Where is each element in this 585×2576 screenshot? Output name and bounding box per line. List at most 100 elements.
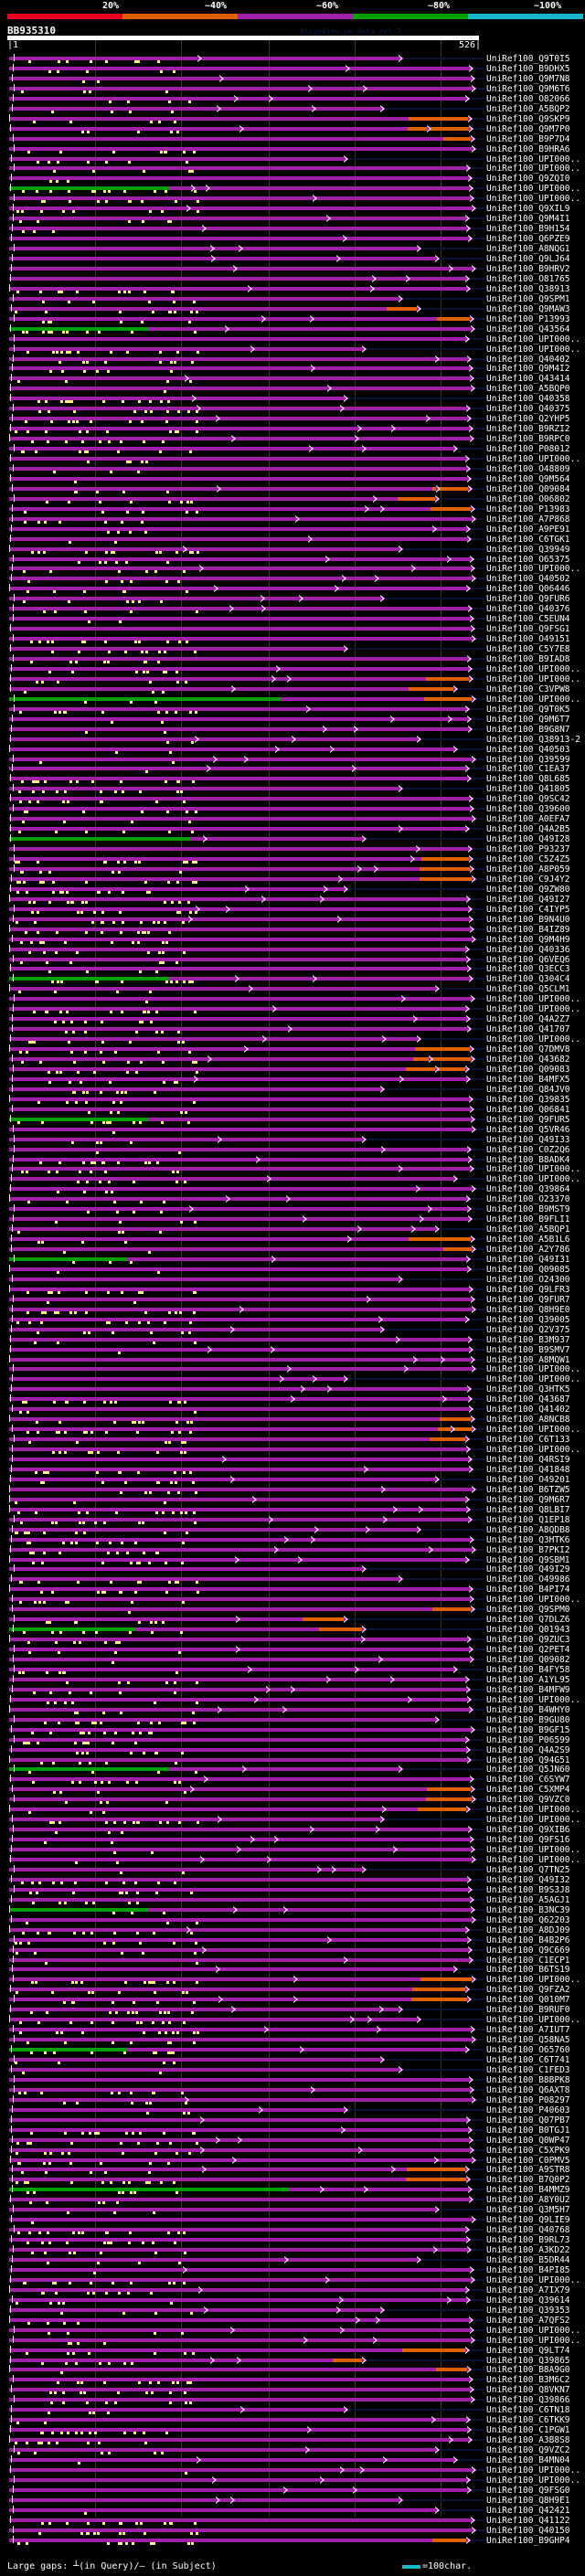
hit-label[interactable]: UniRef100_A7QFS2 [486,2315,570,2326]
hit-row[interactable]: UniRef100_Q39600 [0,804,585,814]
hit-row[interactable]: UniRef100_Q9XIB6 [0,1825,585,1835]
hit-row[interactable]: UniRef100_O49986 [0,1574,585,1585]
hit-label[interactable]: UniRef100_UPI000.. [486,694,580,705]
hit-row[interactable]: UniRef100_Q9M6T7 [0,714,585,725]
hit-label[interactable]: UniRef100_UPI000.. [486,2475,580,2486]
hit-row[interactable]: UniRef100_B4IZ89 [0,924,585,935]
hit-label[interactable]: UniRef100_Q41122 [486,2515,570,2526]
hit-row[interactable]: UniRef100_A5B1L6 [0,1235,585,1245]
hit-row[interactable]: UniRef100_Q5CLM1 [0,984,585,994]
hit-label[interactable]: UniRef100_B9RZI2 [486,424,570,435]
hit-label[interactable]: UniRef100_A9PE91 [486,524,570,535]
hit-row[interactable]: UniRef100_Q9M4I2 [0,364,585,374]
hit-row[interactable]: UniRef100_O06802 [0,493,585,504]
hit-row[interactable]: UniRef100_A8QDB8 [0,1524,585,1535]
hit-label[interactable]: UniRef100_B9GHP4 [486,2535,570,2546]
hit-row[interactable]: UniRef100_B9GF15 [0,1724,585,1735]
hit-row[interactable]: UniRef100_B4WHY0 [0,1704,585,1715]
hit-row[interactable]: UniRef100_Q41848 [0,1464,585,1475]
hit-row[interactable]: UniRef100_Q3HTK5 [0,1384,585,1394]
hit-label[interactable]: UniRef100_B9P7D4 [486,133,570,144]
hit-row[interactable]: UniRef100_B3NC39 [0,1904,585,1915]
hit-label[interactable]: UniRef100_Q39864 [486,1184,570,1195]
hit-row[interactable]: UniRef100_Q39865 [0,2355,585,2366]
hit-label[interactable]: UniRef100_Q06841 [486,1104,570,1115]
hit-label[interactable]: UniRef100_Q40336 [486,944,570,955]
hit-label[interactable]: UniRef100_C0Z2Q6 [486,1144,570,1155]
hit-label[interactable]: UniRef100_UPI000.. [486,154,580,164]
hit-row[interactable]: UniRef100_Q43564 [0,323,585,334]
hit-label[interactable]: UniRef100_UPI000.. [486,1595,580,1606]
hit-label[interactable]: UniRef100_Q2V375 [486,1324,570,1335]
hit-label[interactable]: UniRef100_Q9VZC0 [486,1795,570,1806]
hit-label[interactable]: UniRef100_UPI000.. [486,194,580,205]
hit-row[interactable]: UniRef100_Q9FSG0 [0,2485,585,2496]
hit-label[interactable]: UniRef100_Q41402 [486,1405,570,1415]
hit-label[interactable]: UniRef100_Q9T0I5 [486,54,570,64]
hit-row[interactable]: UniRef100_A7IUT7 [0,2025,585,2035]
hit-row[interactable]: UniRef100_UPI000.. [0,164,585,174]
hit-label[interactable]: UniRef100_B9G8N7 [486,724,570,735]
hit-row[interactable]: UniRef100_B3M6C2 [0,2375,585,2385]
hit-row[interactable]: UniRef100_A7QFS2 [0,2315,585,2326]
hit-label[interactable]: UniRef100_Q9LJ64 [486,254,570,264]
hit-label[interactable]: UniRef100_UPI000.. [486,1975,580,1986]
hit-label[interactable]: UniRef100_Q9M6R7 [486,1494,570,1505]
hit-label[interactable]: UniRef100_P93237 [486,844,570,855]
hit-row[interactable]: UniRef100_Q3ECC3 [0,964,585,974]
hit-row[interactable]: UniRef100_Q94G51 [0,1754,585,1765]
hit-row[interactable]: UniRef100_A9STR8 [0,2165,585,2175]
hit-row[interactable]: UniRef100_UPI000.. [0,1374,585,1384]
hit-row[interactable]: UniRef100_A2Y786 [0,1245,585,1255]
hit-label[interactable]: UniRef100_O48809 [486,463,570,474]
hit-label[interactable]: UniRef100_O49151 [486,634,570,645]
hit-row[interactable]: UniRef100_UPI000.. [0,454,585,464]
hit-row[interactable]: UniRef100_Q39005 [0,1314,585,1325]
hit-label[interactable]: UniRef100_B4WHY0 [486,1704,570,1715]
hit-row[interactable]: UniRef100_B9H154 [0,224,585,234]
hit-label[interactable]: UniRef100_A2Y786 [486,1245,570,1256]
hit-row[interactable]: UniRef100_C1ECP1 [0,1955,585,1966]
hit-label[interactable]: UniRef100_B9SMV7 [486,1344,570,1355]
hit-label[interactable]: UniRef100_Q39599 [486,754,570,765]
hit-row[interactable]: UniRef100_Q40336 [0,944,585,955]
hit-row[interactable]: UniRef100_Q62203 [0,1914,585,1925]
hit-label[interactable]: UniRef100_O24300 [486,1274,570,1285]
hit-row[interactable]: UniRef100_Q8L685 [0,774,585,784]
hit-label[interactable]: UniRef100_B8A9G0 [486,2365,570,2376]
hit-label[interactable]: UniRef100_P13983 [486,504,570,514]
hit-label[interactable]: UniRef100_Q6AXT8 [486,2084,570,2095]
hit-label[interactable]: UniRef100_C1PGW1 [486,2425,570,2436]
hit-row[interactable]: UniRef100_UPI000.. [0,194,585,204]
hit-row[interactable]: UniRef100_UPI000.. [0,1975,585,1985]
hit-label[interactable]: UniRef100_Q09082 [486,1655,570,1665]
hit-label[interactable]: UniRef100_Q010M7 [486,1995,570,2006]
hit-label[interactable]: UniRef100_C5Y7E8 [486,644,570,655]
hit-label[interactable]: UniRef100_Q3ECC3 [486,964,570,975]
hit-row[interactable]: UniRef100_O48809 [0,463,585,474]
hit-label[interactable]: UniRef100_Q7DMV8 [486,1044,570,1055]
hit-row[interactable]: UniRef100_A3KD22 [0,2245,585,2255]
hit-row[interactable]: UniRef100_A9PE91 [0,524,585,535]
hit-label[interactable]: UniRef100_Q49I33 [486,1134,570,1145]
hit-row[interactable]: UniRef100_Q9C669 [0,1945,585,1956]
hit-label[interactable]: UniRef100_UPI000.. [486,2274,580,2285]
hit-row[interactable]: UniRef100_Q5JN60 [0,1765,585,1775]
hit-label[interactable]: UniRef100_C1ECP1 [486,1955,570,1966]
hit-label[interactable]: UniRef100_Q9LFR3 [486,1284,570,1295]
hit-label[interactable]: UniRef100_Q43414 [486,374,570,385]
hit-label[interactable]: UniRef100_Q41707 [486,1024,570,1035]
hit-label[interactable]: UniRef100_Q8VKN7 [486,2385,570,2396]
hit-row[interactable]: UniRef100_C5Y7E8 [0,644,585,654]
hit-row[interactable]: UniRef100_Q9LIE9 [0,2215,585,2225]
hit-label[interactable]: UniRef100_Q62203 [486,1914,570,1925]
hit-row[interactable]: UniRef100_A7P868 [0,514,585,525]
hit-row[interactable]: UniRef100_UPI000.. [0,994,585,1004]
hit-label[interactable]: UniRef100_B9RL73 [486,2235,570,2246]
hit-row[interactable]: UniRef100_Q6VEQ6 [0,954,585,965]
hit-row[interactable]: UniRef100_Q9FSG1 [0,624,585,634]
hit-row[interactable]: UniRef100_Q2YHP5 [0,414,585,424]
hit-label[interactable]: UniRef100_Q3M5H7 [486,2205,570,2216]
hit-row[interactable]: UniRef100_A8MQW1 [0,1354,585,1365]
hit-row[interactable]: UniRef100_B9S3J8 [0,1884,585,1895]
